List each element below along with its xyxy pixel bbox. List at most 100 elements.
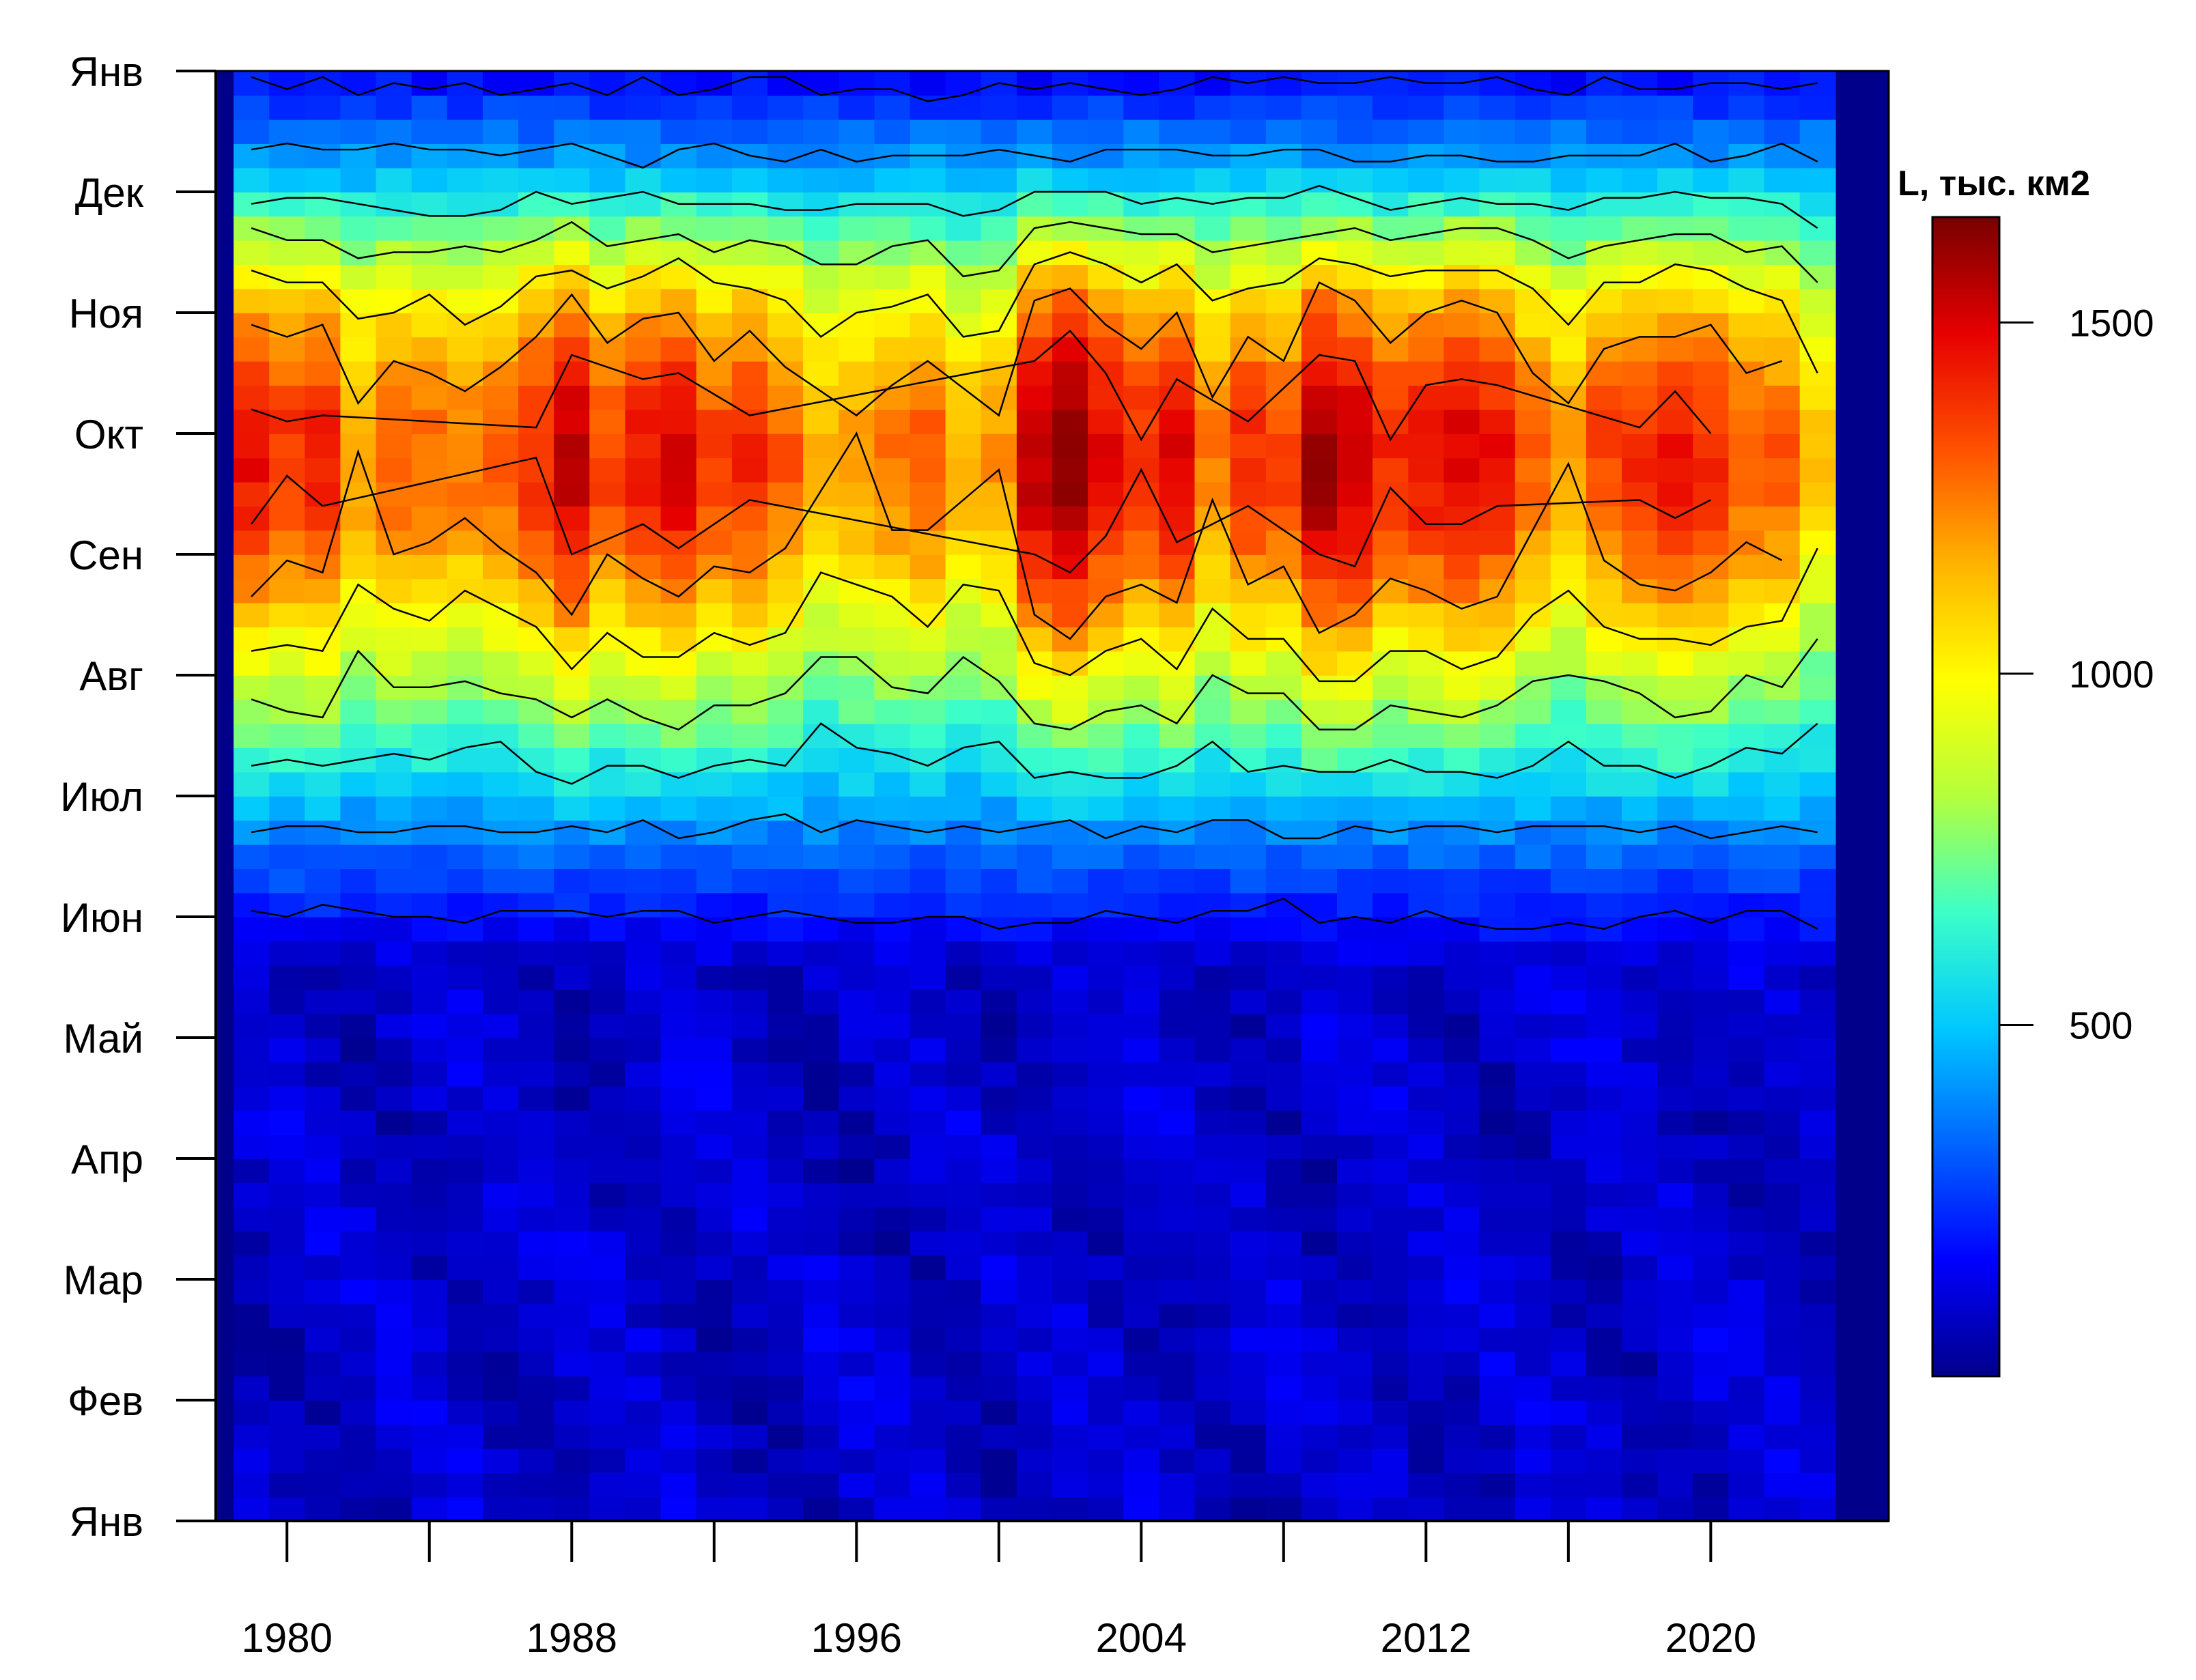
heatmap-cell [1159,1352,1196,1377]
heatmap-cell [803,1206,839,1231]
heatmap-cell [731,796,768,821]
heatmap-cell [1408,1279,1445,1305]
heatmap-cell [1052,965,1088,990]
heatmap-cell [411,554,448,580]
heatmap-cell [1265,796,1302,821]
heatmap-cell [1052,1206,1088,1231]
heatmap-cell [1657,748,1694,773]
heatmap-cell [1088,1327,1124,1352]
heatmap-cell [1693,1013,1730,1038]
heatmap-cell [1194,578,1231,603]
heatmap-cell [1230,1182,1267,1208]
heatmap-cell [1764,240,1801,265]
heatmap-cell [1123,385,1160,410]
heatmap-cell [731,554,768,580]
heatmap-cell [803,433,839,459]
heatmap-cell [1515,506,1551,531]
heatmap-cell [1693,1327,1730,1352]
heatmap-cell [234,651,270,676]
heatmap-cell [910,71,946,96]
heatmap-cell [839,989,875,1014]
heatmap-cell [803,989,839,1014]
heatmap-cell [234,481,270,507]
heatmap-cell [1372,1448,1409,1473]
heatmap-cell [874,651,911,676]
heatmap-cell [1550,71,1587,96]
heatmap-cell [518,1085,554,1111]
heatmap-cell [1159,1206,1196,1231]
heatmap-cell [768,1110,804,1135]
heatmap-cell [589,95,626,120]
heatmap-cell [518,1110,554,1135]
heatmap-cell [839,481,875,507]
heatmap-cell [269,989,306,1014]
heatmap-cell [518,1352,554,1377]
heatmap-cell [945,748,982,773]
heatmap-cell [731,1303,768,1328]
heatmap-cell [625,95,662,120]
heatmap-cell [1337,699,1373,724]
heatmap-cell [1301,192,1338,217]
heatmap-cell [269,1279,306,1305]
heatmap-cell [1123,1424,1160,1449]
heatmap-cell [1016,892,1053,917]
heatmap-cell [1479,965,1516,990]
heatmap-cell [1337,1134,1373,1159]
heatmap-cell [1586,1134,1622,1159]
heatmap-cell [660,1013,697,1038]
heatmap-cell [625,360,662,386]
heatmap-cell [1764,1062,1801,1087]
heatmap-cell [945,1279,982,1305]
heatmap-cell [1728,1134,1765,1159]
heatmap-cell [447,965,483,990]
heatmap-cell [874,627,911,652]
heatmap-cell [1301,796,1338,821]
heatmap-cell [1515,457,1551,483]
heatmap-cell [411,699,448,724]
heatmap-cell [803,965,839,990]
heatmap-cell [1052,506,1088,531]
heatmap-cell [1230,723,1267,748]
heatmap-cell [1230,216,1267,241]
heatmap-cell [839,1496,875,1521]
heatmap-cell [1088,748,1124,773]
heatmap-cell [1728,844,1765,869]
heatmap-cell [234,1352,270,1377]
heatmap-cell [1194,1472,1231,1498]
heatmap-cell [731,385,768,410]
heatmap-cell [1444,1206,1480,1231]
contour-line [251,431,1783,640]
heatmap-cell [874,264,911,289]
heatmap-cell [874,433,911,459]
heatmap-cell [269,820,306,845]
heatmap-cell [269,1496,306,1521]
heatmap-cell [874,1448,911,1473]
heatmap-cell [1337,95,1373,120]
heatmap-cell [1515,1352,1551,1377]
heatmap-cell [1194,71,1231,96]
heatmap-cell [1586,1158,1622,1184]
heatmap-cell [1372,1134,1409,1159]
heatmap-cell [589,264,626,289]
heatmap-cell [1159,651,1196,676]
heatmap-cell [554,1038,591,1063]
heatmap-cell [945,119,982,144]
heatmap-cell [803,892,839,917]
heatmap-cell [1301,1327,1338,1352]
heatmap-cell [589,506,626,531]
heatmap-cell [269,1134,306,1159]
heatmap-cell [1515,844,1551,869]
heatmap-cell [1444,119,1480,144]
heatmap-cell [1159,989,1196,1014]
heatmap-cell [1230,965,1267,990]
heatmap-cell [1657,1110,1694,1135]
heatmap-cell [1764,1038,1801,1063]
heatmap-cell [660,1424,697,1449]
heatmap-cell [1123,530,1160,555]
heatmap-cell [1408,1400,1445,1425]
heatmap-cell [1372,1279,1409,1305]
heatmap-cell [839,288,875,313]
heatmap-cell [1693,965,1730,990]
heatmap-cell [1728,192,1765,217]
heatmap-cell [1728,409,1765,434]
